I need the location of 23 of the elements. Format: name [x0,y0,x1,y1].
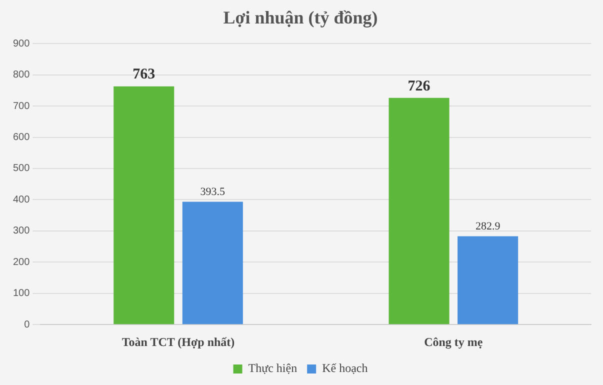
y-tick-label: 0 [24,319,30,330]
data-label: 282.9 [475,220,501,233]
y-tick-label: 300 [12,226,30,237]
legend-label: Kế hoạch [322,361,368,376]
x-tick-label: Toàn TCT (Hợp nhất) [122,334,235,349]
y-tick-label: 500 [12,163,30,174]
data-label: 393.5 [200,186,226,198]
bar [388,98,450,324]
y-tick-label: 200 [12,256,30,268]
y-tick-label: 900 [12,38,30,50]
y-tick-label: 700 [12,100,30,112]
bar [182,202,243,324]
data-label: 726 [408,78,431,94]
y-tick-label: 400 [12,194,30,206]
data-label: 763 [132,66,156,83]
legend-label: Thực hiện [248,361,298,376]
bar [458,236,518,324]
y-tick-label: 800 [12,70,30,81]
y-tick-label: 100 [12,288,30,300]
x-tick-label: Công ty mẹ [424,334,484,349]
chart-title: Lợi nhuận (tỷ đồng) [223,7,378,28]
y-tick-label: 600 [12,132,30,144]
bar [114,86,174,324]
